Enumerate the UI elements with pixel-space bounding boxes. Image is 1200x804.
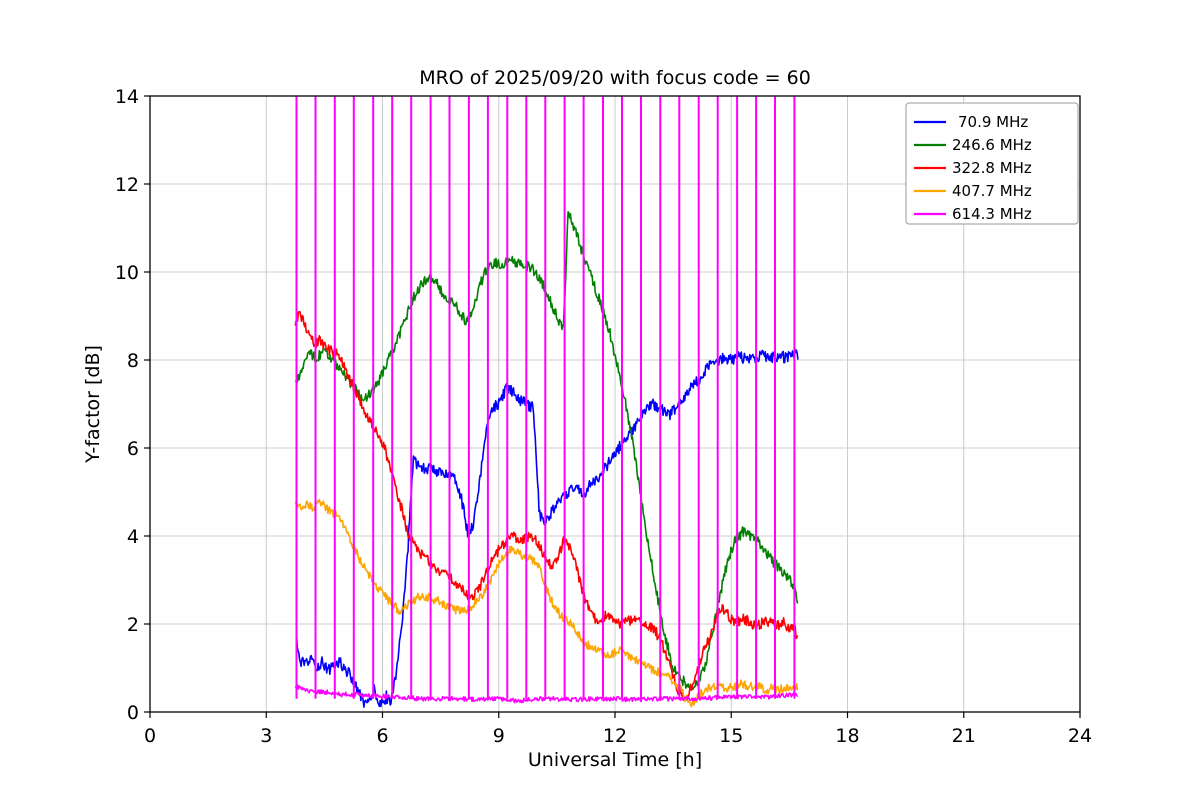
y-tick-label: 8 [127,350,139,372]
series-line-2 [294,310,799,702]
legend-label-246-6: 246.6 MHz [952,136,1032,154]
x-tick-label: 0 [144,725,156,747]
y-tick-label: 2 [127,614,139,636]
x-axis-label: Universal Time [h] [528,749,702,771]
legend-label-407-7: 407.7 MHz [952,182,1032,200]
legend-label-70-9: 70.9 MHz [958,113,1028,131]
y-tick-label: 4 [127,526,139,548]
legend-label-614-3: 614.3 MHz [952,205,1032,223]
series-line-3 [294,498,799,708]
series-line-0 [295,348,799,708]
y-tick-label: 12 [115,174,139,196]
x-tick-label: 21 [952,725,976,747]
x-tick-label: 18 [835,725,859,747]
legend-label-322-8: 322.8 MHz [952,159,1032,177]
x-tick-label: 9 [493,725,505,747]
legend: 70.9 MHz 246.6 MHz 322.8 MHz 407.7 MHz 6… [905,102,1079,225]
series-group [294,96,799,708]
series-line-4 [294,683,799,704]
y-tick-label: 14 [115,86,139,108]
y-axis-label: Y-factor [dB] [82,345,104,464]
x-tick-label: 15 [719,725,743,747]
chart-title: MRO of 2025/09/20 with focus code = 60 [419,67,811,89]
series-spikes-4 [295,96,796,699]
y-tick-label: 10 [115,262,139,284]
legend-box [905,102,1079,225]
y-tick-label: 0 [127,702,139,724]
x-tick-label: 24 [1068,725,1092,747]
x-tick-label: 3 [260,725,272,747]
x-tick-label: 6 [376,725,388,747]
y-tick-label: 6 [127,438,139,460]
x-tick-label: 12 [603,725,627,747]
